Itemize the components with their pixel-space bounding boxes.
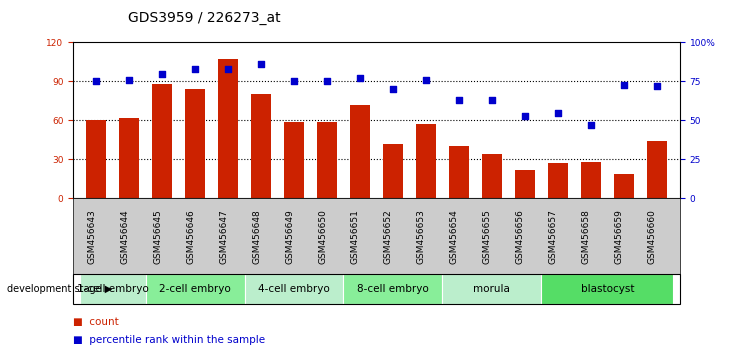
Point [222, 66, 234, 72]
Text: GSM456647: GSM456647 [219, 209, 228, 264]
Text: GSM456653: GSM456653 [417, 209, 426, 264]
Point [453, 97, 465, 103]
Text: GSM456645: GSM456645 [153, 209, 162, 264]
Text: development stage ▶: development stage ▶ [7, 284, 113, 295]
Text: 4-cell embryo: 4-cell embryo [258, 284, 330, 295]
Text: GSM456646: GSM456646 [186, 209, 195, 264]
Text: GSM456659: GSM456659 [615, 209, 624, 264]
Point [321, 79, 333, 84]
Bar [152, 84, 172, 198]
Text: GSM456648: GSM456648 [252, 209, 261, 264]
Bar [218, 59, 238, 198]
Text: GSM456652: GSM456652 [384, 209, 393, 264]
Bar [548, 163, 568, 198]
Point [420, 77, 432, 83]
Text: GSM456656: GSM456656 [516, 209, 525, 264]
Text: GSM456658: GSM456658 [582, 209, 591, 264]
Point [618, 82, 629, 87]
Point [387, 86, 399, 92]
Text: ■  count: ■ count [73, 317, 119, 327]
Text: GSM456649: GSM456649 [285, 209, 294, 264]
Text: GSM456655: GSM456655 [483, 209, 492, 264]
Text: ■  percentile rank within the sample: ■ percentile rank within the sample [73, 335, 265, 345]
Bar [119, 118, 139, 198]
Bar [317, 122, 337, 198]
Text: GSM456660: GSM456660 [648, 209, 656, 264]
Text: GSM456657: GSM456657 [549, 209, 558, 264]
Bar [350, 105, 370, 198]
Text: 8-cell embryo: 8-cell embryo [357, 284, 429, 295]
Bar [647, 141, 667, 198]
Bar [416, 124, 436, 198]
Bar [581, 162, 601, 198]
Point [124, 77, 135, 83]
Text: GSM456650: GSM456650 [318, 209, 327, 264]
Text: blastocyst: blastocyst [580, 284, 634, 295]
Text: GSM456644: GSM456644 [120, 209, 129, 264]
Text: GDS3959 / 226273_at: GDS3959 / 226273_at [129, 11, 281, 25]
Point [585, 122, 596, 128]
Point [651, 83, 662, 89]
Point [519, 113, 531, 119]
Bar [614, 173, 634, 198]
Bar [251, 95, 271, 198]
Point [486, 97, 498, 103]
Bar [185, 89, 205, 198]
Bar [284, 122, 304, 198]
Point [91, 79, 102, 84]
Bar [383, 144, 403, 198]
Bar [482, 154, 501, 198]
Text: morula: morula [474, 284, 510, 295]
Bar [515, 170, 535, 198]
Point [156, 71, 168, 76]
Text: 2-cell embryo: 2-cell embryo [159, 284, 231, 295]
Text: GSM456651: GSM456651 [351, 209, 360, 264]
Bar [86, 120, 106, 198]
Point [354, 75, 366, 81]
Text: GSM456643: GSM456643 [87, 209, 96, 264]
Text: GSM456654: GSM456654 [450, 209, 459, 264]
Point [552, 110, 564, 115]
Point [255, 62, 267, 67]
Point [189, 66, 201, 72]
Bar [449, 146, 469, 198]
Point [288, 79, 300, 84]
Text: 1-cell embryo: 1-cell embryo [77, 284, 148, 295]
